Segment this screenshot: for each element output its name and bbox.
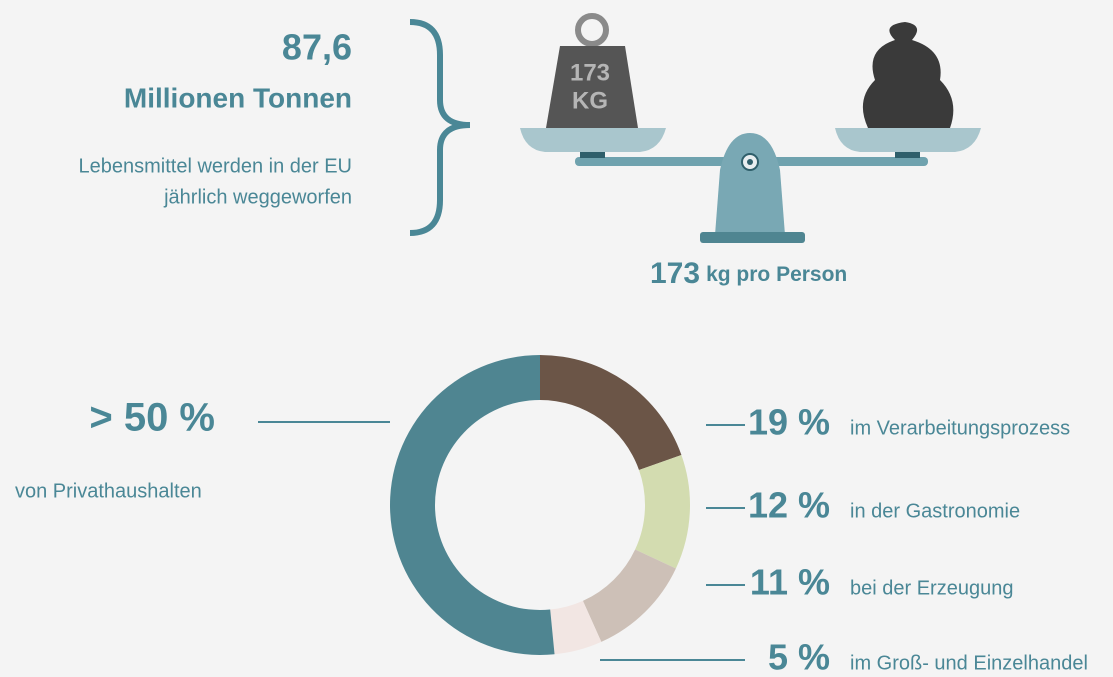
category-label: in der Gastronomie <box>850 500 1020 522</box>
unit: Millionen Tonnen <box>124 82 352 113</box>
value-label: 5 % <box>768 637 830 677</box>
category-label: im Verarbeitungsprozess <box>850 417 1070 439</box>
page: 87,6 Millionen Tonnen Lebensmittel werde… <box>0 0 1113 677</box>
value-label: 12 % <box>748 485 830 526</box>
value-label: 11 % <box>750 562 830 603</box>
pan <box>520 128 666 152</box>
description: Lebensmittel werden in der EU <box>79 155 352 177</box>
pivot <box>747 159 753 165</box>
per-person-number: 173 <box>650 257 700 290</box>
infographic: 87,6 Millionen Tonnen Lebensmittel werde… <box>0 0 1113 677</box>
amount: 87,6 <box>282 27 352 68</box>
weight-unit: KG <box>572 87 608 114</box>
value-label: > 50 % <box>89 396 215 440</box>
value-label: 19 % <box>748 402 830 443</box>
per-person-text: kg pro Person <box>706 263 847 286</box>
description: jährlich weggeworfen <box>163 186 352 208</box>
weight-number: 173 <box>570 59 610 86</box>
pan <box>835 128 981 152</box>
base <box>700 232 805 243</box>
category-label: bei der Erzeugung <box>850 577 1013 599</box>
category-label: im Groß- und Einzelhandel <box>850 652 1088 674</box>
category-label: von Privathaushalten <box>15 480 202 502</box>
per-person: 173 kg pro Person <box>650 257 847 290</box>
